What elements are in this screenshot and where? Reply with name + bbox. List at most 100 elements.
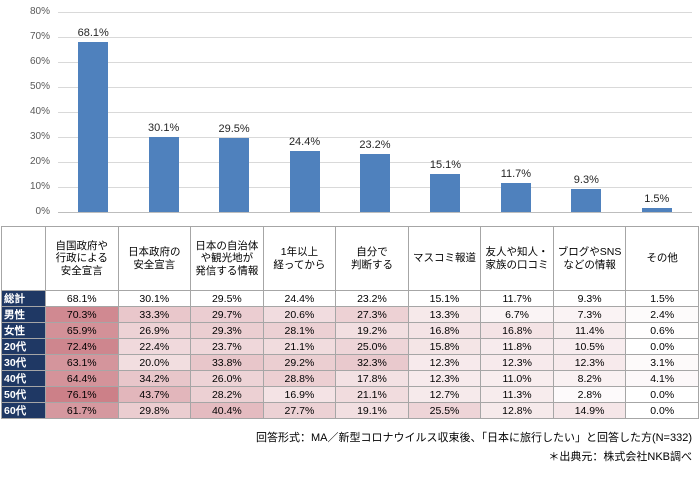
data-cell: 63.1% [45,354,119,371]
data-cell: 34.2% [117,370,192,387]
data-cell: 11.0% [480,370,554,387]
data-cell: 0.6% [625,322,699,339]
y-tick-label: 30% [29,131,50,142]
data-cell: 64.4% [45,370,119,387]
data-cell: 30.1% [117,290,192,307]
data-cell: 9.3% [552,290,627,307]
table-row: 30代 63.1% 20.0% 33.8% 29.2% 32.3% 12.3% 12.3% 12… [1,354,699,371]
data-cell: 33.3% [117,306,192,323]
data-cell: 12.3% [407,370,482,387]
row-header-cell: 60代 [1,402,46,419]
bar-2 [148,136,179,212]
table-row: 50代 76.1% 43.7% 28.2% 16.9% 21.1% 12.7% 11.3% 2.… [1,386,699,403]
table-row: 60代 61.7% 29.8% 40.4% 27.7% 19.1% 25.5% 12.8% 14… [1,402,699,419]
data-cell: 11.3% [480,386,554,403]
bar-value-label: 15.1% [429,159,462,172]
gridline [58,137,692,138]
data-cell: 13.3% [407,306,482,323]
data-cell: 29.2% [262,354,337,371]
data-cell: 2.4% [625,306,699,323]
data-cell: 27.3% [335,306,409,323]
column-header-cell: 日本の自治体 や観光地が 発信する情報 [190,226,264,291]
bar-value-label: 68.1% [77,26,109,39]
data-cell: 25.0% [335,338,409,355]
column-header-cell: 友人や知人・ 家族の口コミ [480,226,554,291]
data-cell: 10.5% [552,338,627,355]
data-cell: 19.1% [335,402,409,419]
y-tick-label: 0% [35,206,50,217]
bar-4 [289,151,320,212]
data-cell: 43.7% [117,386,192,403]
data-cell: 0.0% [625,402,699,419]
data-cell: 12.8% [480,402,554,419]
row-header-cell: 総計 [1,290,46,307]
data-cell: 14.9% [552,402,627,419]
data-cell: 0.0% [625,338,699,355]
data-cell: 7.3% [552,306,627,323]
data-cell: 32.3% [335,354,409,371]
data-cell: 26.9% [117,322,192,339]
data-cell: 12.7% [407,386,482,403]
data-cell: 25.5% [407,402,482,419]
data-cell: 26.0% [190,370,264,387]
data-cell: 22.4% [117,338,192,355]
row-header-cell: 30代 [1,354,46,371]
data-cell: 72.4% [45,338,119,355]
data-cell: 12.3% [407,354,482,371]
data-cell: 0.0% [625,386,699,403]
response-format-note: 回答形式：MA／新型コロナウイルス収束後、「日本に旅行したい」と回答した方(N=… [255,432,692,444]
bar-value-label: 30.1% [148,121,180,134]
bar-7 [500,182,531,212]
data-cell: 11.7% [480,290,554,307]
y-tick-label: 60% [29,56,50,67]
data-cell: 29.3% [190,322,264,339]
data-cell: 19.2% [335,322,409,339]
x-axis-line [58,212,692,213]
gridline [58,12,692,13]
data-cell: 8.2% [552,370,627,387]
table-row: 20代 72.4% 22.4% 23.7% 21.1% 25.0% 15.8% 11.8% 10… [1,338,699,355]
data-cell: 2.8% [552,386,627,403]
table-corner-cell [1,226,46,291]
column-header-cell: 1年以上 経ってから [262,226,337,291]
column-header-cell: ブログやSNS などの情報 [552,226,627,291]
data-cell: 11.8% [480,338,554,355]
bar-value-label: 24.4% [288,136,321,148]
data-cell: 61.7% [45,402,119,419]
table-row: 総計 68.1% 30.1% 29.5% 24.4% 23.2% 15.1% 11.7% 9.3… [1,290,699,307]
bar-value-label: 1.5% [644,193,670,206]
data-cell: 11.4% [552,322,627,339]
data-cell: 3.1% [625,354,699,371]
bar-value-label: 29.5% [218,123,250,136]
data-cell: 27.7% [262,402,337,419]
data-cell: 16.9% [262,386,337,403]
data-cell: 20.6% [262,306,337,323]
data-cell: 21.1% [335,386,409,403]
y-tick-label: 80% [29,6,50,17]
row-header-cell: 男性 [1,306,46,323]
data-cell: 20.0% [117,354,192,371]
bar-value-label: 11.7% [500,167,532,180]
data-cell: 29.5% [190,290,264,307]
source-note: ＊出典元：株式会社NKB調べ [548,450,692,463]
table-row: 女性 65.9% 26.9% 29.3% 28.1% 19.2% 16.8% 16.8% 11.… [1,322,699,339]
data-cell: 15.8% [407,338,482,355]
row-header-cell: 女性 [1,322,46,339]
data-cell: 40.4% [190,402,264,419]
data-cell: 16.8% [407,322,482,339]
footer-notes: 回答形式：MA／新型コロナウイルス収束後、「日本に旅行したい」と回答した方(N=… [0,429,700,466]
data-cell: 23.7% [190,338,264,355]
data-cell: 12.3% [552,354,627,371]
bar-3 [219,138,250,212]
data-cell: 21.1% [262,338,337,355]
bar-9 [641,208,672,212]
row-header-cell: 40代 [1,370,46,387]
gridline [58,37,692,38]
chart-plot-area: 68.1% 30.1% 29.5% 24.4% 23.2% 15.1% 11.7% 9.3% 1… [58,12,692,213]
bar-chart: 68.1% 30.1% 29.5% 24.4% 23.2% 15.1% 11.7% 9.3% 1… [0,0,700,224]
data-cell: 28.1% [262,322,337,339]
data-cell: 28.2% [190,386,264,403]
bar-1 [78,41,109,212]
data-cell: 17.8% [335,370,409,387]
